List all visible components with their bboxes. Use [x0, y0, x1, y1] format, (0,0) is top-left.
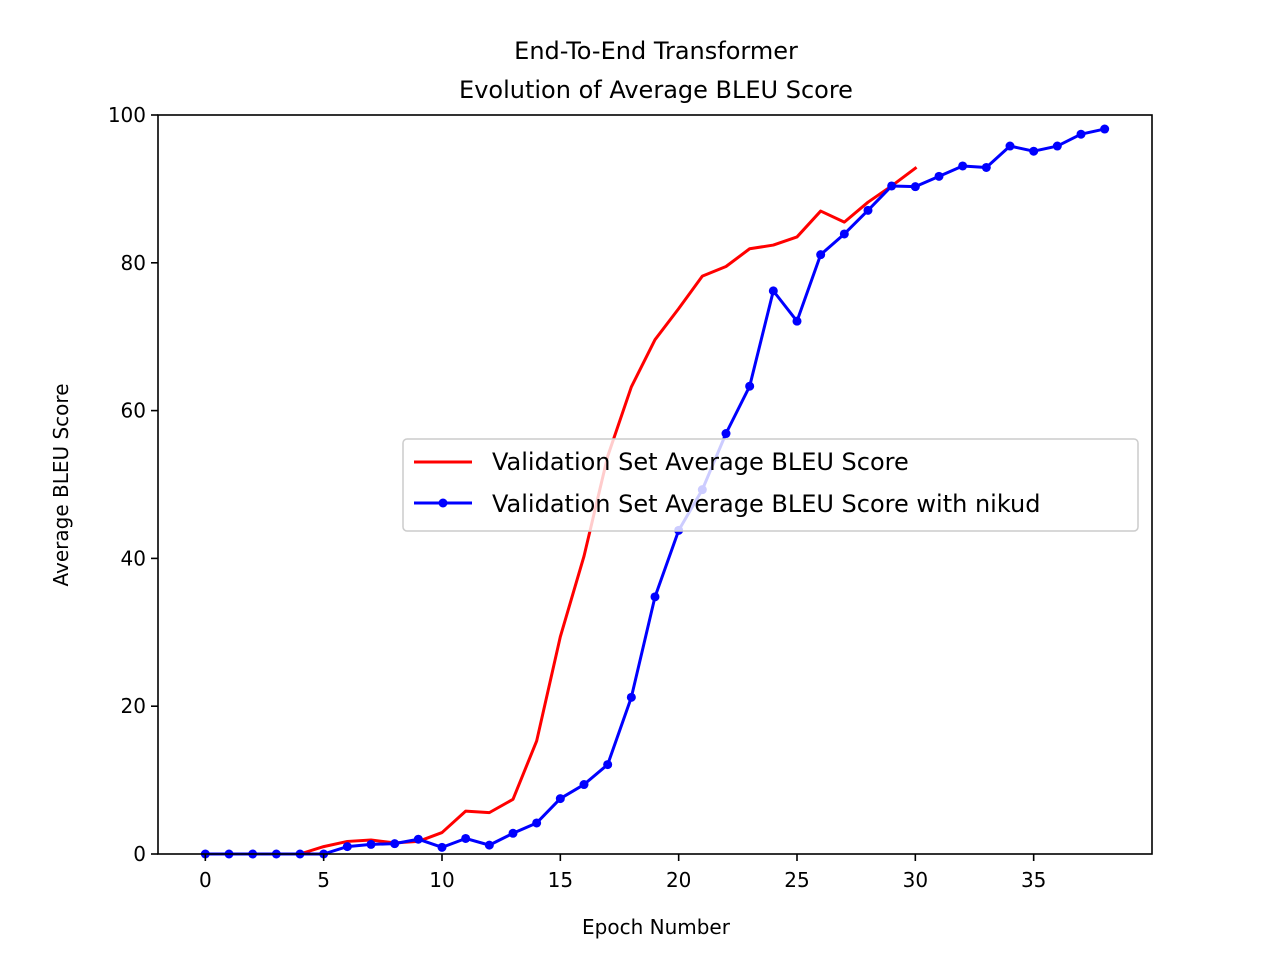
data-point — [413, 834, 423, 844]
data-point — [768, 286, 778, 296]
chart-title-line-1: End-To-End Transformer — [514, 37, 798, 65]
y-tick-label: 40 — [121, 546, 146, 570]
data-point — [934, 171, 944, 181]
data-point — [555, 794, 565, 804]
x-tick-label: 25 — [784, 868, 809, 892]
x-tick-label: 30 — [903, 868, 928, 892]
data-point — [981, 162, 991, 172]
y-axis-label: Average BLEU Score — [49, 384, 73, 587]
data-point — [1029, 146, 1039, 156]
data-point — [721, 429, 731, 439]
x-tick-label: 0 — [199, 868, 212, 892]
data-point — [958, 161, 968, 171]
legend-label-validation-nikud: Validation Set Average BLEU Score with n… — [492, 490, 1040, 518]
legend-label-validation: Validation Set Average BLEU Score — [492, 448, 909, 476]
axes-layer: 0 5 10 15 20 25 30 35 0 20 40 60 80 100 — [108, 103, 1153, 892]
data-point — [839, 229, 849, 239]
y-tick-label: 80 — [121, 251, 146, 275]
data-point — [508, 828, 518, 838]
data-point — [1076, 129, 1086, 139]
chart-title-line-2: Evolution of Average BLEU Score — [459, 76, 853, 104]
x-tick-label: 35 — [1021, 868, 1046, 892]
y-tick-label: 100 — [108, 103, 146, 127]
data-point — [863, 205, 873, 215]
data-point — [461, 833, 471, 843]
data-point — [579, 780, 589, 790]
data-point — [887, 181, 897, 191]
data-point — [1005, 141, 1015, 151]
series-0 — [203, 166, 918, 856]
data-point — [745, 381, 755, 391]
legend-box — [402, 438, 1139, 532]
x-tick-label: 5 — [317, 868, 330, 892]
x-tick-label: 20 — [666, 868, 691, 892]
data-point — [792, 316, 802, 326]
series-line-0 — [203, 166, 918, 856]
data-point — [390, 839, 400, 849]
plot-frame — [157, 114, 1153, 855]
data-point — [816, 250, 826, 260]
x-tick-label: 10 — [429, 868, 454, 892]
legend-marker-validation-nikud — [438, 498, 448, 508]
data-point — [342, 842, 352, 852]
y-tick-label: 60 — [121, 399, 146, 423]
data-point — [650, 592, 660, 602]
data-point — [626, 692, 636, 702]
data-point — [484, 840, 494, 850]
data-point — [1100, 124, 1110, 134]
data-point — [1052, 141, 1062, 151]
x-tick-label: 15 — [548, 868, 573, 892]
y-tick-label: 20 — [121, 694, 146, 718]
y-tick-label: 0 — [133, 842, 146, 866]
legend: Validation Set Average BLEU Score Valida… — [402, 438, 1139, 532]
data-point — [366, 839, 376, 849]
x-axis-label: Epoch Number — [582, 915, 731, 939]
data-point — [532, 818, 542, 828]
data-point — [910, 182, 920, 192]
data-point — [437, 842, 447, 852]
data-point — [603, 760, 613, 770]
